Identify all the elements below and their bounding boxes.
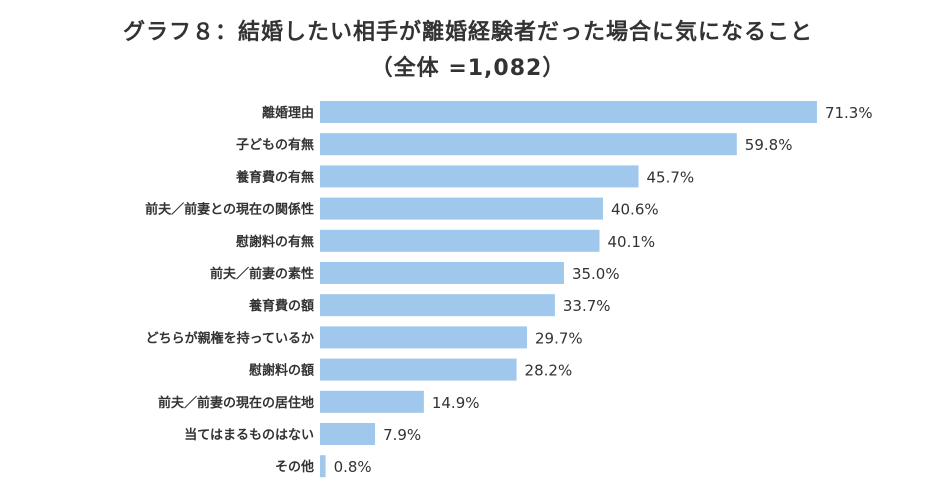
value-label: 7.9%	[383, 426, 421, 444]
category-label: どちらが親権を持っているか	[146, 330, 314, 346]
chart-title: グラフ８：結婚したい相手が離婚経験者だった場合に気になること	[122, 20, 813, 45]
category-label: 子どもの有無	[236, 137, 314, 153]
chart-subtitle: （全体 =1,082）	[370, 56, 566, 81]
bar	[320, 262, 564, 284]
bar	[320, 165, 639, 188]
category-label: 前夫／前妻の現在の居住地	[158, 395, 314, 411]
category-label: 養育費の有無	[235, 169, 314, 185]
bar	[320, 294, 555, 317]
category-label: 前夫／前妻との現在の関係性	[145, 202, 314, 218]
value-label: 71.3%	[825, 104, 873, 122]
value-label: 40.1%	[607, 233, 655, 251]
category-label: 当てはまるものはない	[184, 427, 314, 443]
category-label: 慰謝料の有無	[236, 234, 314, 250]
value-label: 14.9%	[432, 394, 480, 412]
bar	[320, 326, 528, 349]
category-label: その他	[275, 459, 314, 475]
category-label: 慰謝料の額	[249, 363, 314, 379]
bar	[320, 390, 424, 413]
bar	[320, 229, 600, 252]
bar	[320, 197, 603, 220]
bar	[320, 455, 326, 478]
value-label: 59.8%	[745, 136, 793, 154]
category-label: 養育費の額	[248, 298, 314, 314]
category-label: 離婚理由	[262, 105, 314, 121]
bar	[320, 423, 376, 445]
value-label: 28.2%	[525, 362, 573, 380]
bar	[320, 101, 817, 123]
value-label: 0.8%	[334, 458, 372, 476]
value-label: 40.6%	[611, 201, 659, 219]
bar	[320, 133, 737, 156]
value-label: 45.7%	[647, 168, 695, 186]
value-label: 35.0%	[572, 265, 620, 283]
bar	[320, 358, 517, 381]
category-label: 前夫／前妻の素性	[210, 266, 314, 282]
value-label: 29.7%	[535, 329, 583, 347]
value-label: 33.7%	[563, 297, 611, 315]
